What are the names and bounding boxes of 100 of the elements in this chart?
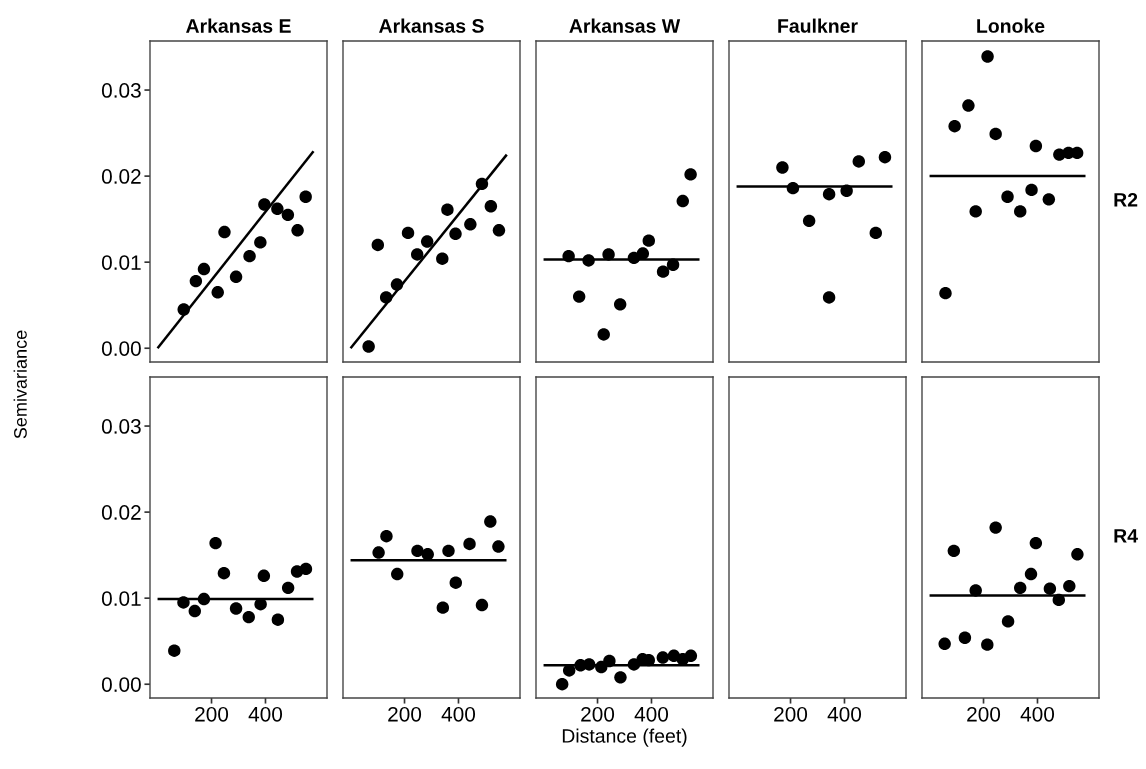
point — [989, 521, 1002, 534]
point — [401, 226, 415, 240]
point — [684, 168, 697, 181]
point — [776, 161, 789, 174]
point — [822, 187, 836, 201]
point — [958, 631, 972, 644]
point — [188, 604, 201, 618]
point — [464, 218, 477, 231]
point — [962, 99, 975, 112]
x-tick-label: 400 — [248, 706, 283, 722]
point — [939, 286, 952, 300]
text: R4 — [1114, 529, 1138, 543]
x-tick-label: 200 — [967, 706, 1001, 722]
point — [562, 249, 575, 263]
point — [229, 602, 243, 615]
point — [1001, 615, 1015, 628]
point — [281, 208, 295, 222]
point — [1029, 139, 1043, 153]
point — [1042, 193, 1056, 206]
point — [441, 203, 454, 216]
text: R2 — [1114, 192, 1138, 207]
point — [281, 581, 295, 595]
point — [243, 249, 256, 263]
point — [211, 286, 224, 299]
point — [840, 184, 853, 197]
point — [484, 200, 498, 213]
point — [948, 119, 961, 133]
point — [371, 238, 385, 252]
point — [218, 225, 231, 239]
point — [463, 537, 476, 551]
x-tick-label: 400 — [634, 706, 669, 722]
point — [254, 236, 267, 249]
point — [229, 270, 243, 284]
point — [271, 202, 284, 216]
point — [642, 234, 655, 247]
point — [1063, 579, 1076, 593]
point — [197, 592, 211, 606]
point — [442, 544, 455, 558]
point — [271, 613, 285, 626]
x-tick-label: 200 — [195, 706, 229, 722]
point — [475, 598, 489, 612]
point — [562, 664, 576, 677]
point — [878, 150, 892, 164]
point — [410, 248, 424, 261]
point — [362, 340, 375, 353]
point — [684, 649, 698, 663]
point — [380, 530, 393, 543]
point — [475, 177, 489, 191]
point — [436, 252, 449, 265]
x-tick-label: 200 — [774, 706, 808, 722]
point — [555, 678, 569, 691]
x-axis-title: Distance (feet) — [562, 728, 687, 747]
point — [869, 226, 882, 240]
point — [291, 224, 304, 237]
point — [1043, 582, 1057, 595]
point — [189, 274, 203, 288]
point — [582, 658, 596, 671]
point — [802, 214, 816, 228]
y-tick-label: 0.00 — [101, 677, 141, 692]
point — [217, 567, 231, 580]
point — [197, 262, 211, 276]
chart-title: Lonoke — [977, 18, 1045, 33]
point — [299, 190, 312, 203]
y-axis-title: Semivariance — [13, 330, 27, 439]
point — [209, 536, 222, 550]
point — [989, 127, 1002, 141]
point — [484, 515, 497, 528]
point — [1025, 183, 1038, 197]
point — [614, 671, 627, 684]
y-tick-label: 0.00 — [101, 341, 141, 356]
point — [597, 328, 610, 341]
x-tick-label: 400 — [827, 706, 862, 722]
x-tick-label: 400 — [1020, 706, 1055, 722]
point — [411, 544, 424, 558]
point — [390, 278, 404, 291]
point — [258, 198, 271, 211]
point — [449, 227, 462, 240]
point — [1001, 190, 1014, 203]
point — [1071, 548, 1084, 561]
point — [947, 544, 961, 558]
point — [1024, 567, 1038, 581]
point — [168, 644, 181, 657]
point — [1070, 146, 1084, 160]
point — [603, 654, 616, 668]
point — [938, 637, 951, 650]
x-tick-label: 200 — [388, 706, 422, 722]
point — [492, 224, 506, 237]
point — [449, 576, 462, 589]
point — [436, 601, 450, 614]
point — [177, 303, 190, 316]
point — [666, 258, 680, 271]
x-tick-label: 400 — [441, 706, 476, 722]
point — [1014, 581, 1027, 595]
point — [372, 546, 385, 559]
point — [969, 584, 982, 597]
point — [420, 235, 434, 248]
y-tick-label: 0.02 — [101, 169, 141, 184]
point — [786, 181, 800, 195]
point — [822, 291, 836, 304]
chart-title: Arkansas E — [186, 18, 291, 33]
